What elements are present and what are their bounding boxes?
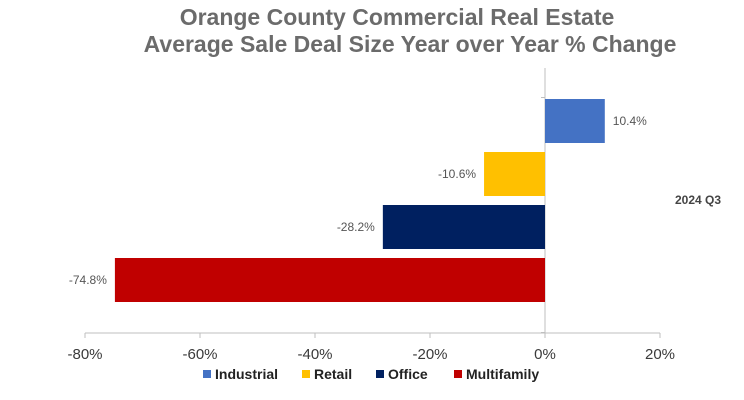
data-label-industrial: 10.4% <box>613 114 647 128</box>
bar-retail <box>484 152 545 196</box>
legend-label-retail: Retail <box>314 366 352 382</box>
plot-area: -80% -60% -40% -20% 0% 20% <box>67 68 675 363</box>
bar-office <box>382 205 545 249</box>
data-label-group: 10.4% -10.6% -28.2% -74.8% <box>69 114 647 287</box>
period-label: 2024 Q3 <box>675 193 721 207</box>
data-label-retail: -10.6% <box>438 167 476 181</box>
x-tick-label: -40% <box>297 346 332 363</box>
legend-swatch-industrial <box>203 370 211 378</box>
chart-title-line-1: Orange County Commercial Real Estate <box>180 4 615 30</box>
legend-swatch-multifamily <box>454 370 462 378</box>
x-tick-label: -20% <box>412 346 447 363</box>
bar-industrial <box>545 99 605 143</box>
legend-label-industrial: Industrial <box>215 366 278 382</box>
bar-multifamily <box>114 258 546 302</box>
data-label-office: -28.2% <box>337 220 375 234</box>
x-tick-label: 20% <box>645 346 675 363</box>
legend: Industrial Retail Office Multifamily <box>203 366 539 382</box>
bar-group <box>114 99 605 302</box>
legend-swatch-retail <box>302 370 310 378</box>
legend-label-office: Office <box>388 366 428 382</box>
data-label-multifamily: -74.8% <box>69 273 107 287</box>
x-tick-label: -60% <box>182 346 217 363</box>
chart-title-line-2: Average Sale Deal Size Year over Year % … <box>144 31 677 57</box>
x-tick-label: 0% <box>534 346 556 363</box>
legend-swatch-office <box>376 370 384 378</box>
x-tick-label: -80% <box>67 346 102 363</box>
legend-label-multifamily: Multifamily <box>466 366 539 382</box>
